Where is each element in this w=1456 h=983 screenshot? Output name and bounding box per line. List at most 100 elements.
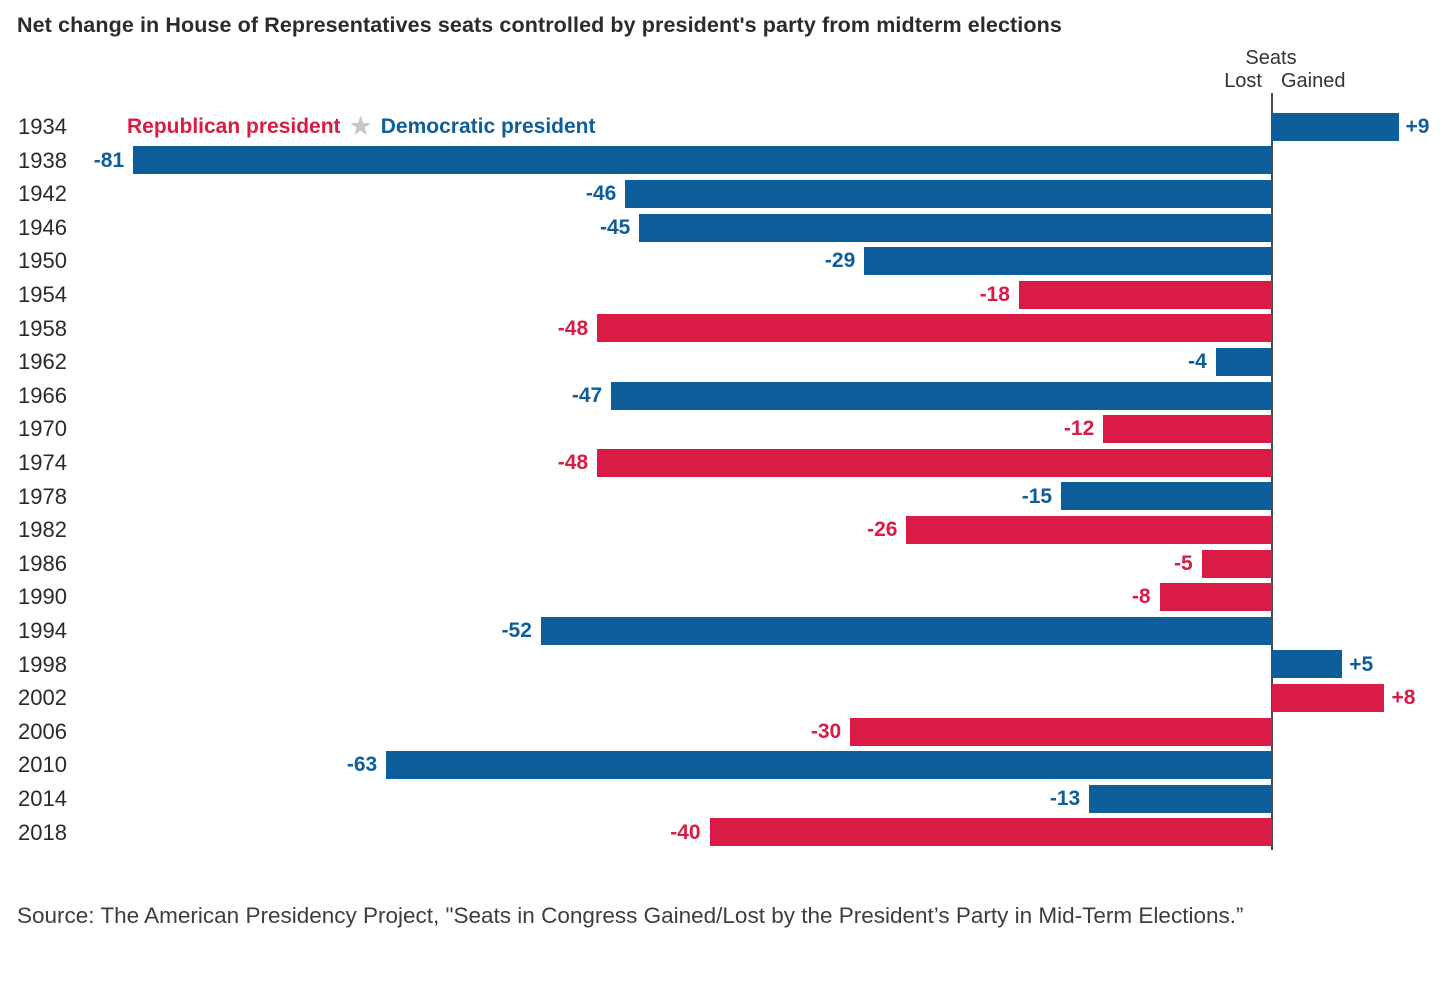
chart-row-1990: 1990 -8 xyxy=(0,580,1456,614)
year-label: 1958 xyxy=(18,315,67,341)
chart-title: Net change in House of Representatives s… xyxy=(17,13,1062,37)
year-label: 1982 xyxy=(18,517,67,543)
chart-row-1978: 1978 -15 xyxy=(0,480,1456,514)
year-label: 2002 xyxy=(18,685,67,711)
year-label: 2006 xyxy=(18,718,67,744)
value-label: -29 xyxy=(824,249,856,273)
value-label: -45 xyxy=(599,215,631,239)
bar-2018 xyxy=(709,818,1272,847)
bar-1978 xyxy=(1061,482,1272,511)
value-label: -5 xyxy=(1174,551,1193,575)
value-label: -40 xyxy=(670,820,701,844)
value-label: -18 xyxy=(979,283,1010,306)
value-label: +8 xyxy=(1391,686,1416,710)
value-label: -13 xyxy=(1049,787,1081,810)
value-label: -52 xyxy=(501,619,532,642)
chart-row-1970: 1970 -12 xyxy=(0,412,1456,446)
chart-row-1938: 1938 -81 xyxy=(0,144,1456,178)
value-label: +5 xyxy=(1349,652,1374,676)
year-label: 1962 xyxy=(18,349,67,375)
chart-row-2006: 2006 -30 xyxy=(0,715,1456,749)
chart-row-1934: 1934 +9 xyxy=(0,110,1456,144)
value-label: -48 xyxy=(557,451,589,474)
chart-row-1950: 1950 -29 xyxy=(0,244,1456,278)
year-label: 1966 xyxy=(18,382,67,408)
bar-1962 xyxy=(1215,347,1272,376)
bar-1938 xyxy=(133,146,1272,175)
bar-1990 xyxy=(1159,583,1272,612)
value-label: -15 xyxy=(1021,484,1053,508)
chart-legend: Republican president ★ Democratic presid… xyxy=(127,110,596,144)
chart-row-1946: 1946 -45 xyxy=(0,211,1456,245)
year-label: 2018 xyxy=(18,819,67,845)
bar-1954 xyxy=(1018,280,1272,309)
bar-2014 xyxy=(1089,784,1272,813)
chart-row-1982: 1982 -26 xyxy=(0,513,1456,547)
bar-1946 xyxy=(639,213,1272,242)
chart-row-1958: 1958 -48 xyxy=(0,312,1456,346)
year-label: 1998 xyxy=(18,651,67,677)
star-icon: ★ xyxy=(348,111,373,142)
year-label: 2010 xyxy=(18,752,67,778)
legend-democratic-label: Democratic president xyxy=(380,114,596,138)
year-label: 1934 xyxy=(18,114,67,139)
value-label: -47 xyxy=(571,383,603,407)
bar-1994 xyxy=(540,616,1272,645)
value-label: -30 xyxy=(810,719,842,743)
chart-row-1986: 1986 -5 xyxy=(0,547,1456,581)
legend-republican-label: Republican president xyxy=(127,114,341,138)
value-label: -8 xyxy=(1131,585,1151,609)
chart-row-1954: 1954 -18 xyxy=(0,278,1456,312)
value-label: -81 xyxy=(93,148,125,172)
source-note: Source: The American Presidency Project,… xyxy=(17,903,1244,928)
chart-row-2010: 2010 -63 xyxy=(0,748,1456,782)
year-label: 1990 xyxy=(18,584,67,610)
year-label: 1994 xyxy=(18,618,67,643)
value-label: +9 xyxy=(1405,115,1430,138)
value-label: -4 xyxy=(1188,350,1207,374)
bar-1982 xyxy=(906,515,1272,544)
bar-1986 xyxy=(1201,549,1272,578)
value-label: -26 xyxy=(867,518,898,542)
bar-1998 xyxy=(1272,650,1343,679)
bar-1974 xyxy=(597,448,1272,477)
chart-row-1998: 1998 +5 xyxy=(0,648,1456,682)
bar-1966 xyxy=(611,381,1272,410)
bar-2010 xyxy=(386,751,1272,780)
year-label: 1954 xyxy=(18,282,67,307)
bar-1950 xyxy=(864,247,1272,276)
bar-1942 xyxy=(625,179,1272,208)
year-label: 1950 xyxy=(18,248,67,274)
year-label: 1986 xyxy=(18,550,67,576)
year-label: 1942 xyxy=(18,181,67,207)
chart-row-2014: 2014 -13 xyxy=(0,782,1456,816)
year-label: 2014 xyxy=(18,786,67,811)
chart-row-1942: 1942 -46 xyxy=(0,177,1456,211)
axis-header-seats: Seats xyxy=(1245,47,1297,69)
year-label: 1970 xyxy=(18,416,67,442)
value-label: -48 xyxy=(557,316,589,340)
bar-2006 xyxy=(850,717,1272,746)
chart-row-2002: 2002 +8 xyxy=(0,681,1456,715)
year-label: 1938 xyxy=(18,147,67,173)
chart-row-1974: 1974 -48 xyxy=(0,446,1456,480)
year-label: 1974 xyxy=(18,450,67,475)
chart-row-1994: 1994 -52 xyxy=(0,614,1456,648)
chart-row-1962: 1962 -4 xyxy=(0,345,1456,379)
value-label: -12 xyxy=(1063,417,1095,441)
year-label: 1978 xyxy=(18,483,67,509)
value-label: -63 xyxy=(346,753,378,777)
zero-axis-line xyxy=(1271,93,1273,850)
year-label: 1946 xyxy=(18,214,67,240)
axis-header-gained: Gained xyxy=(1281,70,1346,92)
value-label: -46 xyxy=(585,182,617,206)
chart-row-2018: 2018 -40 xyxy=(0,816,1456,850)
bar-1970 xyxy=(1103,415,1272,444)
chart-row-1966: 1966 -47 xyxy=(0,379,1456,413)
axis-header-lost: Lost xyxy=(1224,70,1262,92)
chart-plot: Republican president ★ Democratic presid… xyxy=(0,110,1456,850)
bar-1958 xyxy=(597,314,1272,343)
bar-1934 xyxy=(1272,112,1399,141)
bar-2002 xyxy=(1272,683,1385,712)
